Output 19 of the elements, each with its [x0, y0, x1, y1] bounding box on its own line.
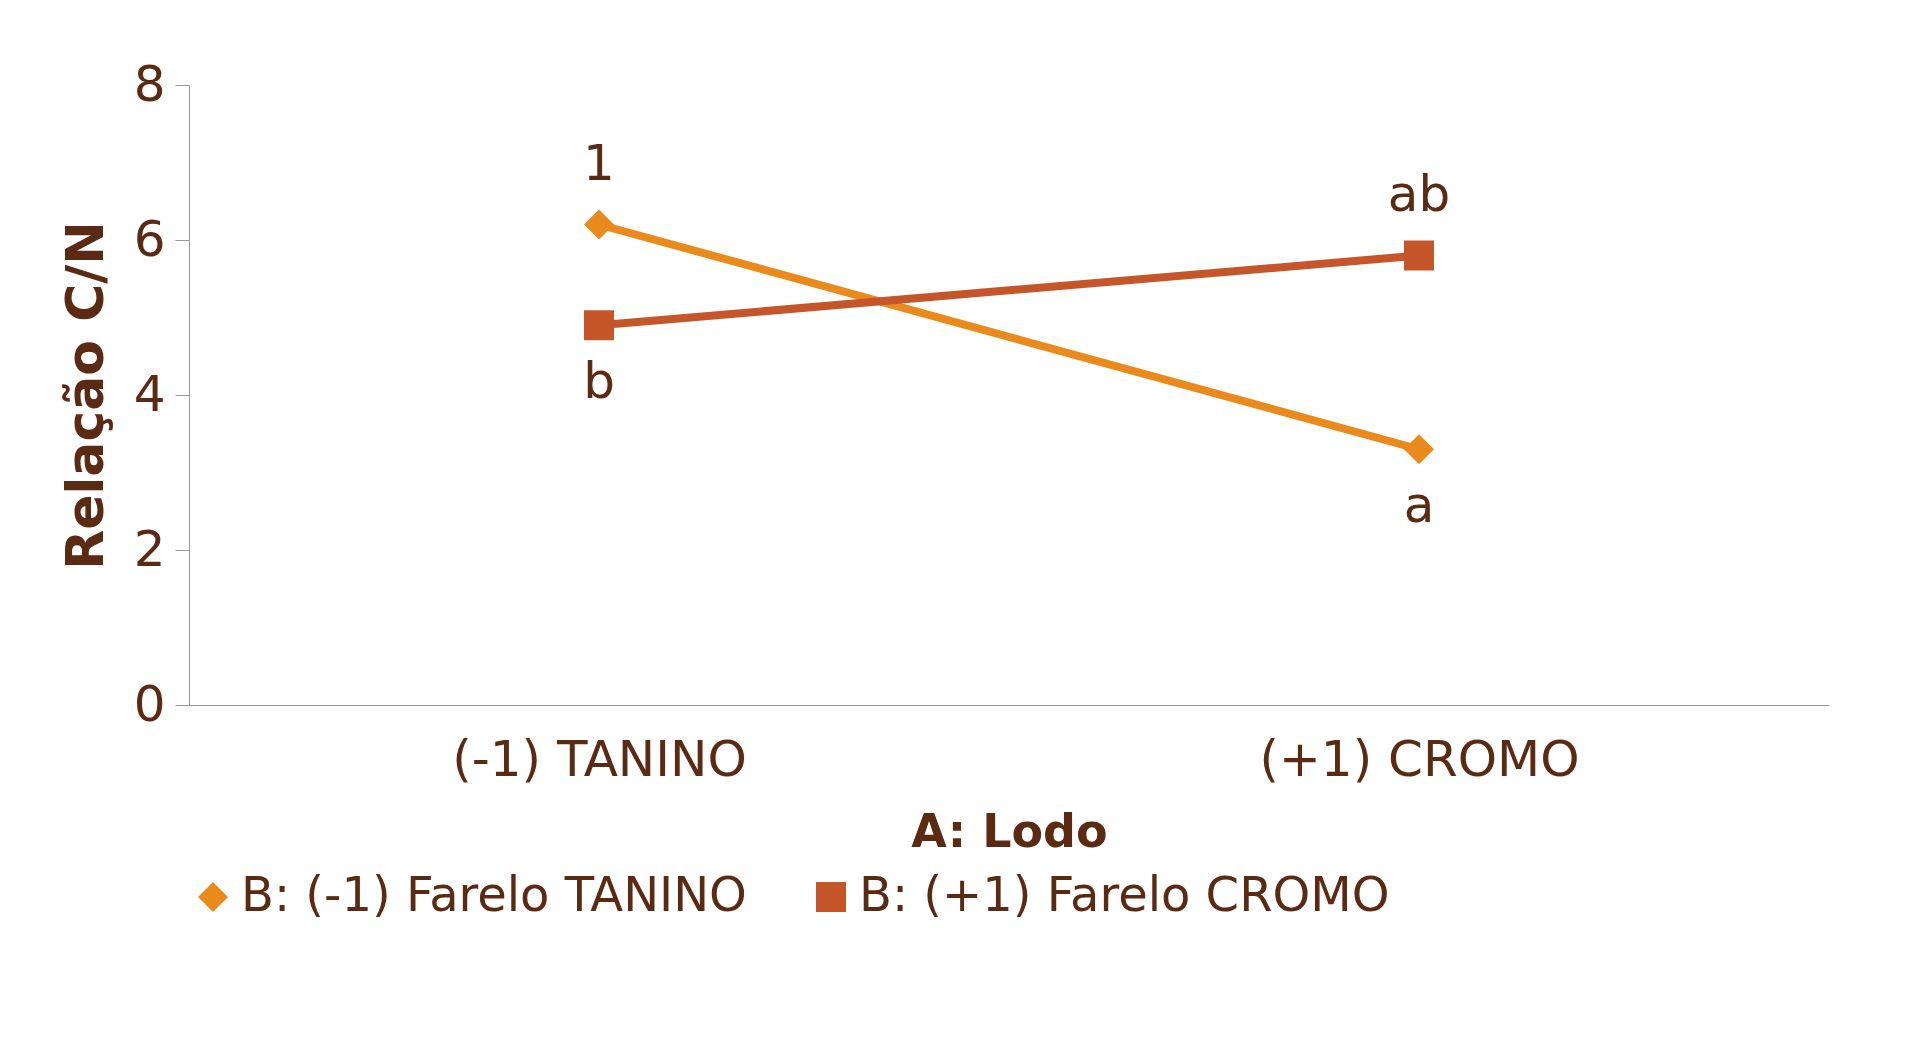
point — [1404, 240, 1434, 271]
y-tick-label: 4 — [133, 364, 166, 423]
legend-label: B: (+1) Farelo CROMO — [859, 866, 1390, 922]
point — [584, 209, 614, 240]
annotation: ab — [1387, 164, 1451, 223]
y-tick-label: 2 — [133, 519, 166, 578]
y-axis-title: Relação C/N — [54, 221, 115, 570]
point — [1404, 434, 1434, 465]
annotation: 1 — [583, 133, 615, 192]
annotation: a — [1403, 476, 1435, 535]
annotation: b — [583, 352, 615, 411]
y-tick-label: 0 — [133, 674, 166, 733]
x-axis-title: A: Lodo — [911, 803, 1108, 858]
point — [584, 310, 614, 341]
legend-label: B: (-1) Farelo TANINO — [241, 866, 747, 922]
x-tick-label: (+1) CROMO — [1259, 729, 1580, 788]
y-tick-label: 8 — [133, 54, 166, 113]
y-tick-label: 6 — [133, 209, 166, 268]
x-tick-label: (-1) TANINO — [452, 729, 747, 788]
